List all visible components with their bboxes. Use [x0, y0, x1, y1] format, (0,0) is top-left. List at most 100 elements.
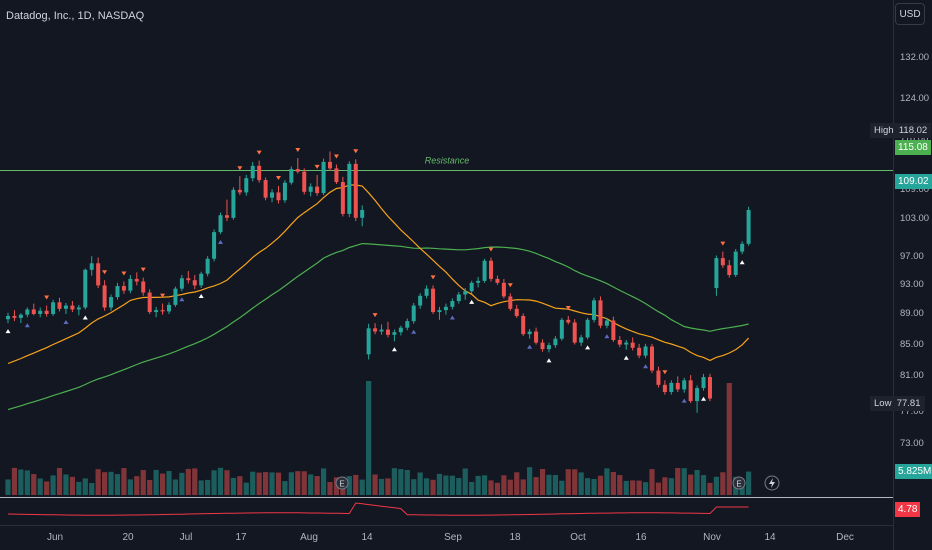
volume-bar: [456, 478, 462, 495]
volume-bar: [668, 478, 674, 495]
time-axis-label: 18: [509, 532, 521, 543]
buy-signal-marker: [546, 358, 552, 363]
candle-body: [411, 305, 416, 322]
currency-button[interactable]: USD: [895, 3, 925, 25]
candle-body: [321, 161, 326, 194]
candle-body: [546, 345, 551, 350]
time-axis-label: 14: [361, 532, 373, 543]
volume-bar: [378, 478, 385, 495]
candle-body: [360, 210, 365, 218]
candle-body: [199, 273, 204, 286]
candle-body: [205, 258, 210, 274]
candle-body: [675, 382, 680, 390]
volume-bar: [746, 471, 752, 495]
candle-body: [51, 302, 56, 314]
candle-body: [643, 346, 648, 356]
volume-bar: [391, 468, 397, 495]
candle-body: [585, 319, 590, 338]
candle-body: [405, 321, 410, 328]
candle-body: [109, 297, 114, 308]
price-axis-label: 97.00: [900, 251, 924, 262]
candle-body: [566, 319, 571, 323]
time-axis-label: Nov: [703, 532, 721, 543]
candle-body: [302, 171, 307, 192]
candle-body: [173, 288, 178, 305]
volume-bar: [462, 468, 468, 495]
candle-body: [611, 320, 616, 340]
candle-body: [572, 322, 577, 343]
sell-signal-marker: [102, 270, 108, 275]
candle-body: [347, 163, 352, 214]
volume-bar: [430, 479, 436, 495]
candle-body: [12, 315, 17, 318]
candle-body: [373, 328, 378, 332]
candle-body: [96, 263, 101, 286]
volume-bar: [675, 468, 681, 495]
candle-body: [682, 380, 687, 390]
candle-body: [553, 338, 558, 346]
volume-bar: [11, 467, 18, 495]
volume-bar: [700, 475, 707, 495]
resistance-price-tag: 115.08: [895, 140, 931, 155]
volume-bar: [314, 476, 320, 495]
candle-body: [630, 342, 635, 348]
buy-signal-marker: [681, 398, 687, 403]
candle-body: [218, 215, 223, 233]
volume-bar: [320, 468, 327, 495]
candle-body: [701, 377, 706, 389]
buy-signal-marker: [739, 260, 745, 265]
candle-body: [270, 192, 275, 198]
volume-bar: [475, 475, 481, 495]
volume-bar: [237, 476, 243, 495]
candle-body: [495, 278, 500, 283]
candle-body: [418, 295, 423, 306]
candle-body: [237, 189, 242, 193]
volume-bar: [694, 470, 700, 495]
buy-signal-marker: [411, 329, 417, 334]
volume-bar: [263, 472, 269, 495]
candle-body: [508, 296, 513, 309]
sell-signal-marker: [565, 305, 571, 310]
volume-bar: [514, 472, 520, 495]
sell-signal-marker: [372, 313, 378, 318]
volume-bar: [707, 482, 713, 495]
candle-body: [289, 169, 294, 183]
sell-signal-marker: [333, 154, 339, 159]
price-axis-label: 81.00: [900, 370, 924, 381]
candle-body: [707, 377, 712, 399]
volume-bar: [630, 480, 636, 495]
sell-signal-marker: [237, 166, 243, 171]
candle-body: [714, 258, 719, 288]
candle-body: [482, 260, 487, 281]
volume-bar: [417, 472, 423, 495]
candle-body: [224, 215, 229, 218]
buy-signal-marker: [63, 320, 69, 324]
volume-bar: [198, 480, 204, 495]
candle-body: [192, 280, 197, 286]
volume-bar: [578, 472, 584, 495]
volume-bar: [353, 474, 359, 495]
candle-body: [431, 288, 436, 313]
low-label: Low: [874, 398, 892, 409]
buy-signal-marker: [469, 299, 475, 304]
price-axis-label: 77.00: [900, 406, 924, 417]
volume-bar: [224, 470, 230, 495]
volume-bar: [243, 482, 249, 495]
price-axis-label: 109.00: [900, 184, 930, 195]
candle-body: [662, 384, 667, 392]
volume-bar: [572, 469, 578, 495]
last-price-tag: 109.02: [895, 174, 932, 189]
sell-signal-marker: [488, 247, 494, 252]
volume-bar: [121, 468, 127, 495]
candle-body: [534, 331, 539, 343]
volume-bar: [398, 469, 404, 495]
buy-signal-marker: [179, 297, 185, 302]
buy-signal-marker: [604, 334, 610, 339]
volume-bar: [44, 481, 50, 495]
volume-bar: [372, 474, 378, 495]
buy-signal-marker: [198, 294, 204, 298]
volume-bar: [256, 472, 262, 495]
volume-bar: [95, 469, 101, 495]
buy-signal-marker: [585, 345, 591, 350]
